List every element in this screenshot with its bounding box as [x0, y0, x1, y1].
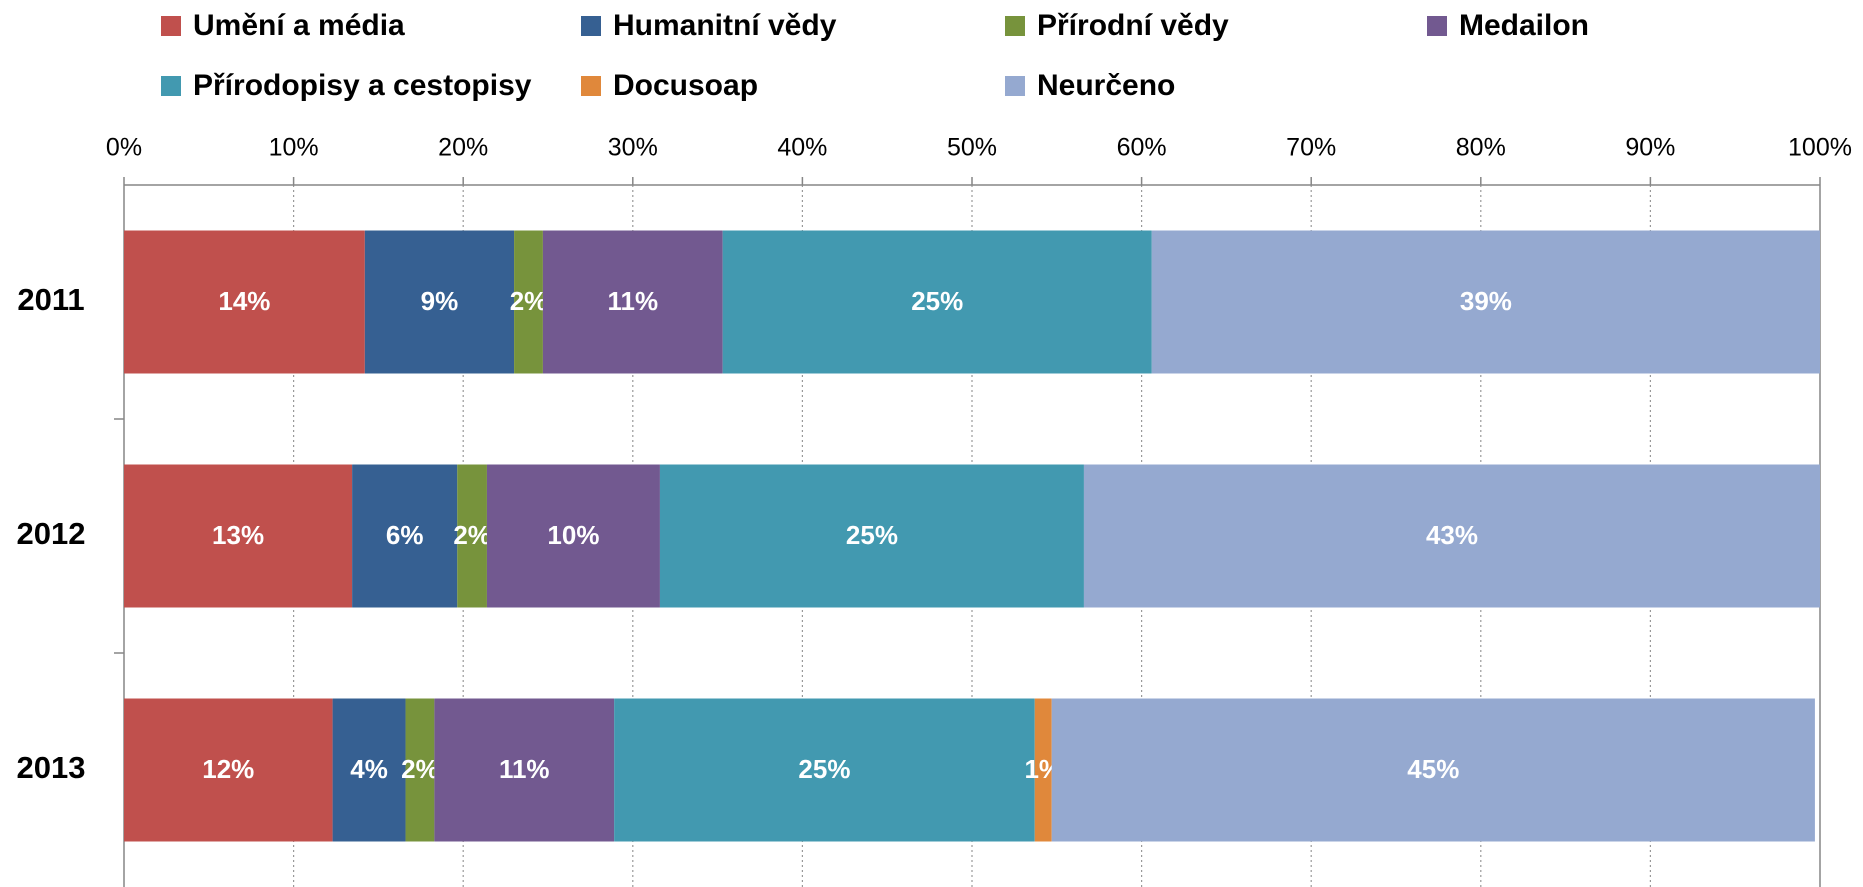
- bar-segment: [486, 464, 660, 608]
- legend-swatch: [161, 76, 181, 96]
- bar-segment: [514, 230, 543, 374]
- legend-label: Docusoap: [613, 69, 758, 102]
- legend-swatch: [581, 76, 601, 96]
- bar-segment: [124, 464, 353, 608]
- data-label: 13%: [212, 520, 264, 550]
- bar-segment: [457, 464, 487, 608]
- bar-segment: [332, 698, 406, 842]
- data-label: 2%: [510, 286, 548, 316]
- bar-segment: [1083, 464, 1820, 608]
- bar-segment: [352, 464, 458, 608]
- data-label: 25%: [798, 754, 850, 784]
- x-tick-label: 20%: [438, 134, 488, 162]
- x-tick-label: 80%: [1456, 134, 1506, 162]
- x-tick-label: 70%: [1286, 134, 1336, 162]
- data-label: 43%: [1426, 520, 1478, 550]
- legend-swatch: [161, 16, 181, 36]
- bar-segment: [434, 698, 615, 842]
- data-label: 45%: [1407, 754, 1459, 784]
- legend-swatch: [1005, 16, 1025, 36]
- legend-swatch: [1005, 76, 1025, 96]
- x-tick-label: 50%: [947, 134, 997, 162]
- bar-segment: [1034, 698, 1052, 842]
- bar-segment: [1051, 698, 1815, 842]
- legend-label: Přírodní vědy: [1037, 9, 1229, 42]
- bar-segment: [124, 698, 333, 842]
- data-label: 25%: [846, 520, 898, 550]
- bar-segment: [614, 698, 1035, 842]
- x-tick-label: 60%: [1117, 134, 1167, 162]
- data-label: 14%: [218, 286, 270, 316]
- data-label: 11%: [607, 286, 658, 316]
- x-tick-label: 10%: [269, 134, 319, 162]
- data-label: 6%: [386, 520, 424, 550]
- y-tick-label: 2012: [17, 516, 86, 551]
- bar-segment: [124, 230, 365, 374]
- bar-segment: [542, 230, 723, 374]
- bar-segment: [659, 464, 1084, 608]
- bar-segment: [405, 698, 435, 842]
- data-label: 9%: [421, 286, 459, 316]
- legend-label: Přírodopisy a cestopisy: [193, 69, 532, 102]
- data-label: 25%: [911, 286, 963, 316]
- legend-swatch: [1427, 16, 1447, 36]
- x-tick-label: 90%: [1625, 134, 1675, 162]
- data-label: 12%: [202, 754, 254, 784]
- legend-label: Humanitní vědy: [613, 9, 837, 42]
- data-label: 2%: [401, 754, 439, 784]
- data-label: 10%: [547, 520, 599, 550]
- y-tick-label: 2013: [17, 750, 86, 785]
- legend-swatch: [581, 16, 601, 36]
- x-tick-label: 30%: [608, 134, 658, 162]
- bar-segment: [722, 230, 1152, 374]
- data-label: 11%: [499, 754, 550, 784]
- x-tick-label: 100%: [1788, 134, 1852, 162]
- data-label: 4%: [350, 754, 388, 784]
- y-tick-label: 2011: [17, 282, 84, 317]
- x-tick-label: 40%: [777, 134, 827, 162]
- data-label: 2%: [453, 520, 491, 550]
- legend-label: Medailon: [1459, 9, 1589, 42]
- legend-label: Umění a média: [193, 9, 405, 42]
- data-label: 39%: [1460, 286, 1512, 316]
- legend-label: Neurčeno: [1037, 69, 1175, 102]
- bar-segment: [364, 230, 515, 374]
- bar-segment: [1151, 230, 1820, 374]
- x-tick-label: 0%: [106, 134, 142, 162]
